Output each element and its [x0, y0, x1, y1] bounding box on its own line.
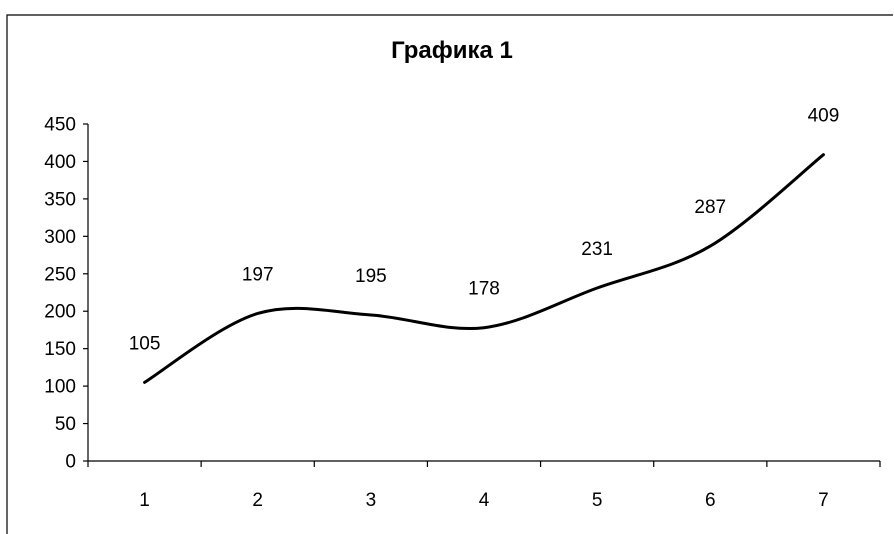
- x-tick-label: 5: [592, 490, 603, 511]
- chart-frame: [6, 14, 893, 534]
- y-tick-label: 200: [44, 302, 76, 323]
- chart-title: Графика 1: [391, 37, 513, 64]
- y-tick-label: 0: [65, 452, 76, 473]
- x-tick-label: 6: [705, 490, 716, 511]
- y-tick-label: 150: [44, 339, 76, 360]
- x-tick-label: 1: [139, 490, 150, 511]
- y-tick-label: 400: [44, 152, 76, 173]
- y-tick-label: 450: [44, 115, 76, 136]
- x-tick-label: 3: [366, 490, 377, 511]
- data-label: 409: [808, 106, 840, 127]
- series-line: [143, 153, 825, 384]
- data-label: 231: [581, 239, 613, 260]
- y-tick-label: 350: [44, 189, 76, 210]
- y-tick-label: 250: [44, 264, 76, 285]
- data-label: 105: [129, 333, 161, 354]
- data-label: 287: [694, 197, 726, 218]
- y-tick-label: 100: [44, 377, 76, 398]
- series: [143, 153, 825, 384]
- x-tick-label: 2: [252, 490, 263, 511]
- data-label: 178: [468, 279, 500, 300]
- data-label: 195: [355, 266, 387, 287]
- x-axis-ticks: 1 2 3 4 5 6 7: [87, 461, 881, 511]
- x-tick-label: 7: [818, 490, 829, 511]
- y-axis-ticks: 0 50 100 150 200 250 300 350 400 450: [44, 115, 88, 473]
- y-tick-label: 300: [44, 227, 76, 248]
- x-tick-label: 4: [479, 490, 490, 511]
- data-labels: 105 197 195 178 231 287 409: [129, 106, 840, 355]
- axes: [87, 124, 880, 462]
- y-tick-label: 50: [55, 414, 76, 435]
- data-label: 197: [242, 264, 274, 285]
